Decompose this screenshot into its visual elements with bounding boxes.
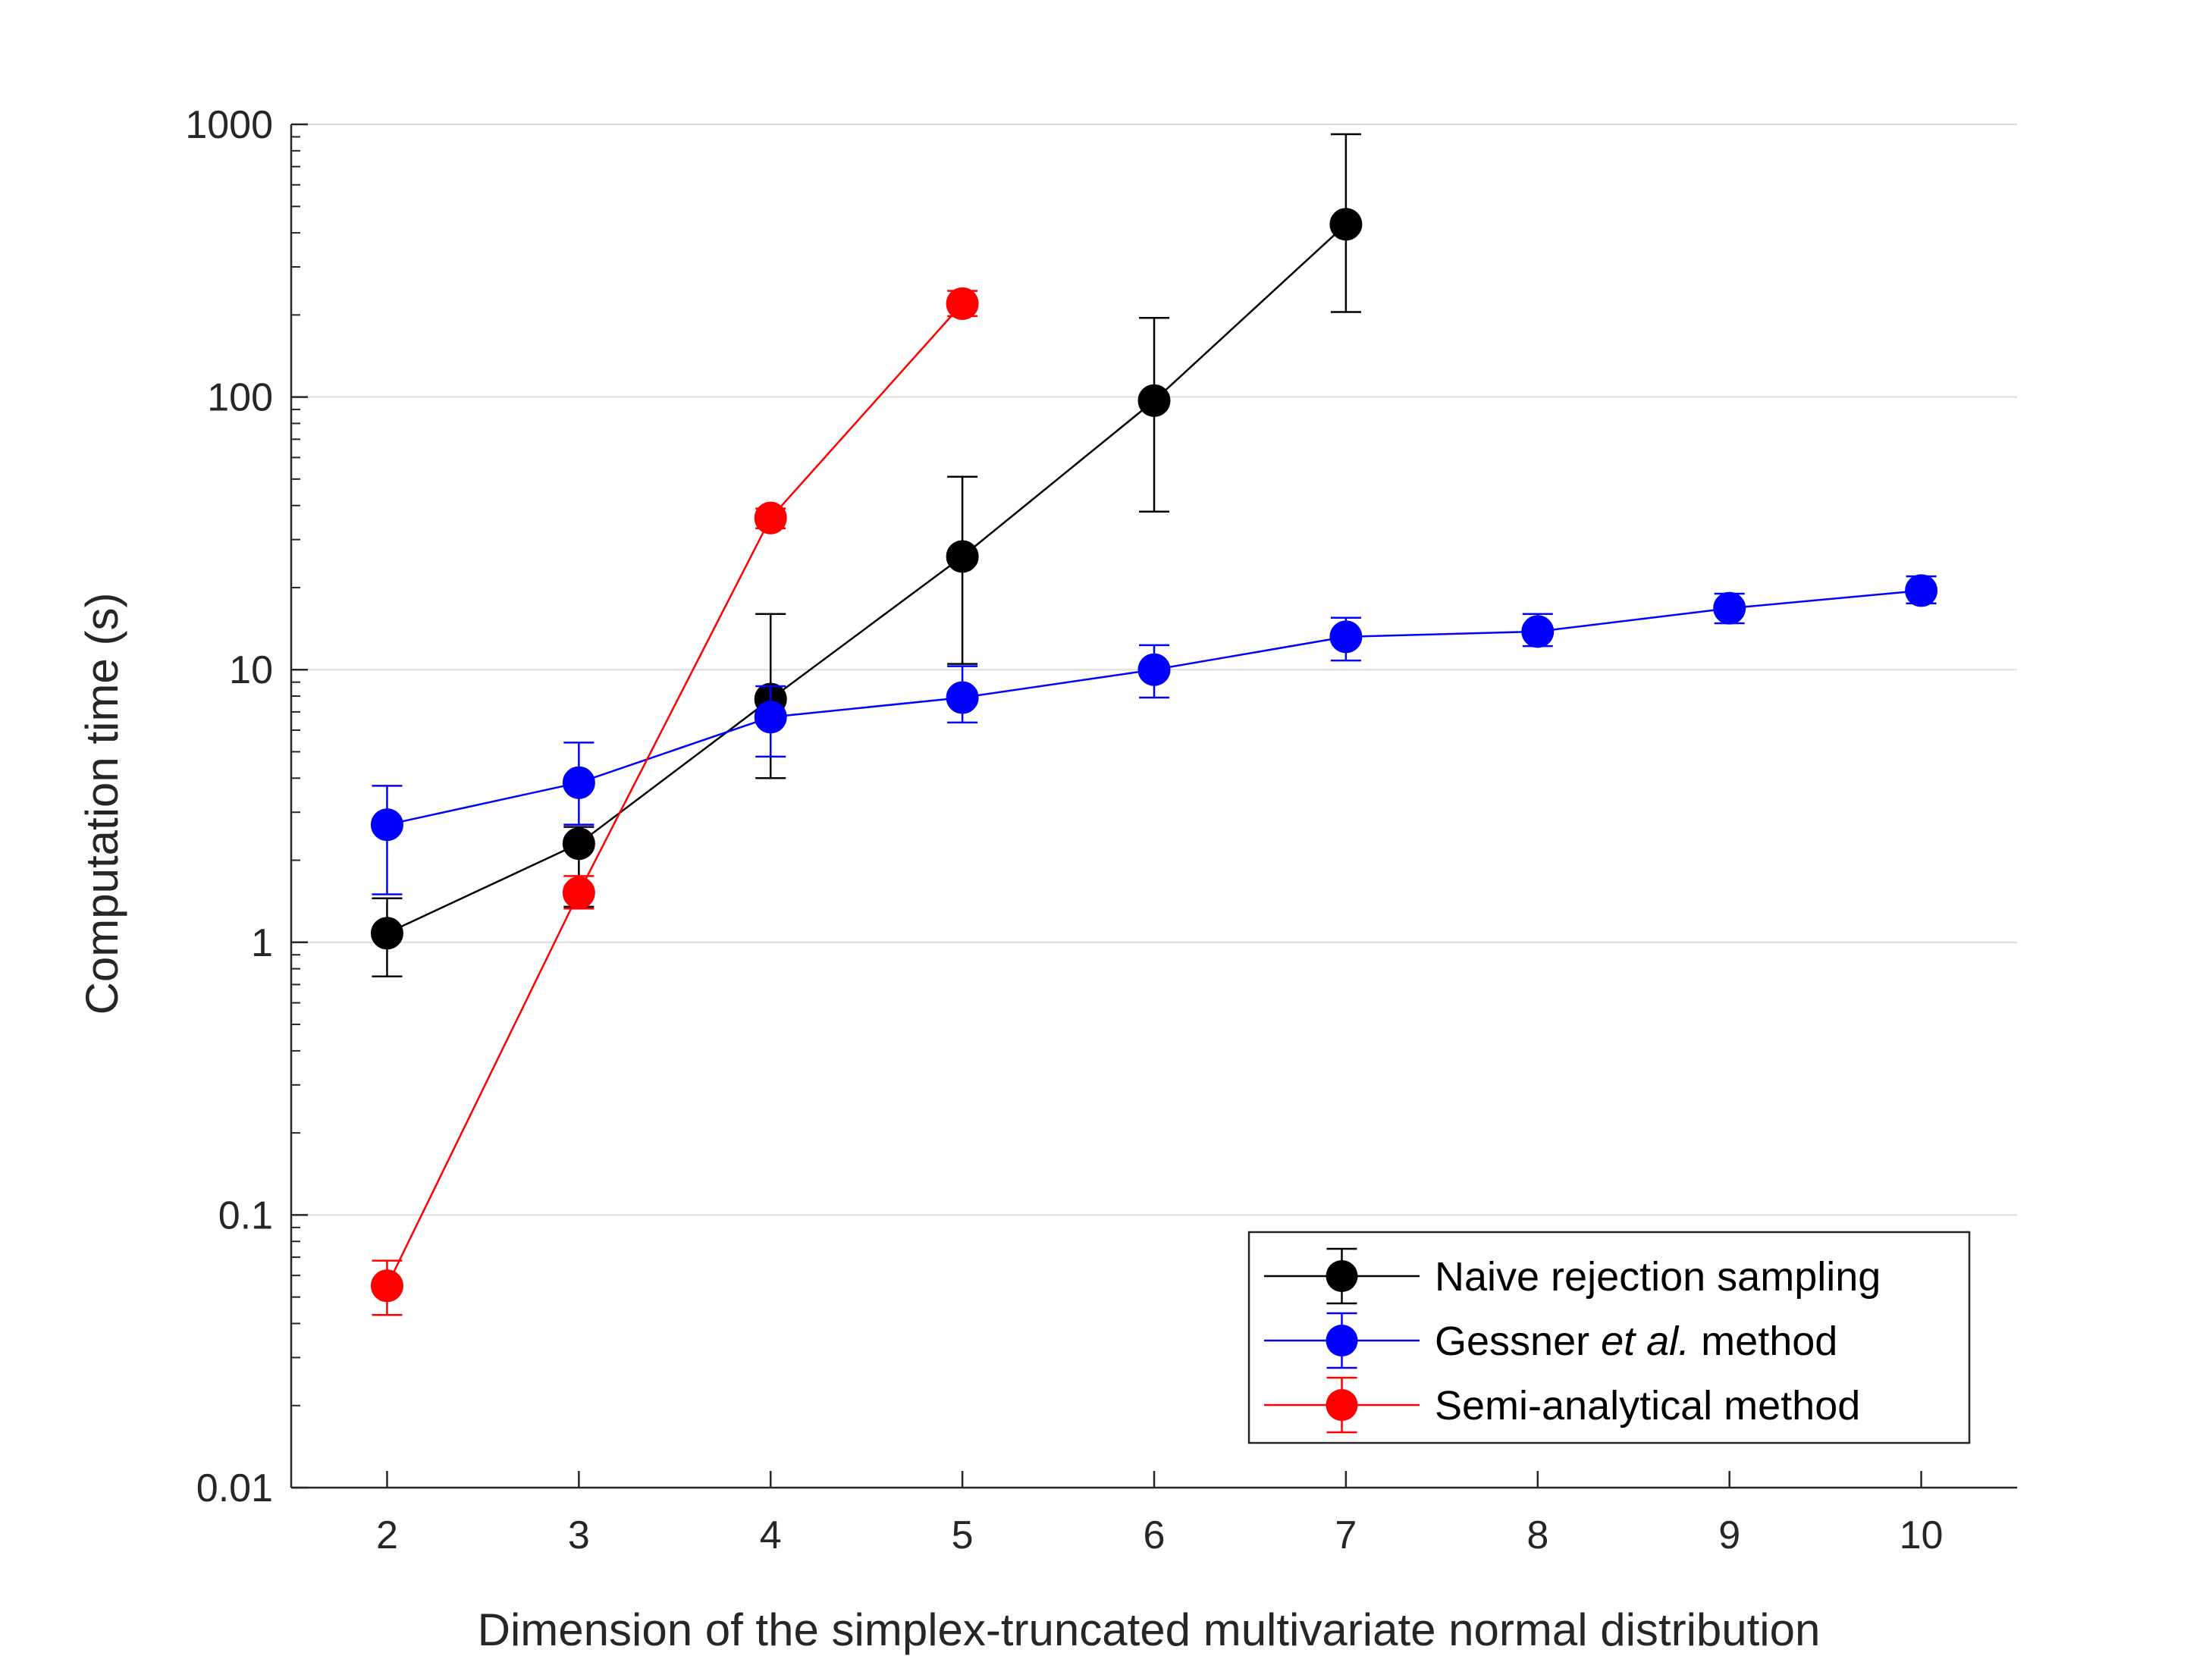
legend-marker: [1326, 1260, 1358, 1292]
legend-entry-2: Gessner et al. method: [1264, 1312, 1837, 1369]
data-point: [1713, 591, 1746, 625]
data-point: [946, 540, 979, 573]
legend-label: Semi-analytical method: [1435, 1383, 1860, 1428]
data-point: [1329, 620, 1363, 654]
data-point: [370, 917, 403, 950]
legend-entry-3: Semi-analytical method: [1264, 1376, 1860, 1434]
x-axis-label: Dimension of the simplex-truncated multi…: [478, 1604, 1821, 1655]
data-point: [1137, 384, 1171, 417]
data-point: [1137, 653, 1171, 686]
x-tick-label: 7: [1335, 1513, 1357, 1557]
data-point: [562, 876, 595, 909]
data-point: [562, 827, 595, 861]
y-axis-label: Computation time (s): [77, 593, 127, 1015]
x-tick-label: 4: [760, 1513, 782, 1557]
data-point: [754, 501, 787, 535]
data-point: [754, 701, 787, 734]
data-point: [1905, 574, 1938, 607]
y-tick-label: 10: [229, 648, 273, 692]
legend-box: [1247, 1231, 1971, 1444]
legend: Naive rejection sampling Gessner et al. m…: [1247, 1231, 1971, 1444]
axes: [290, 123, 2017, 1489]
legend-label: Gessner et al. method: [1435, 1319, 1837, 1364]
data-point: [562, 766, 595, 799]
data-point: [1329, 208, 1363, 241]
y-tick-label: 1000: [185, 103, 273, 147]
legend-label: Naive rejection sampling: [1435, 1254, 1881, 1300]
data-point: [1521, 615, 1555, 648]
series-3: [370, 287, 979, 1316]
series-line: [386, 223, 1347, 934]
y-tick-label: 1: [251, 921, 273, 965]
series-layer: [370, 133, 1938, 1316]
x-tick-label: 8: [1526, 1513, 1548, 1557]
legend-marker: [1326, 1325, 1358, 1356]
y-tick-label: 0.01: [196, 1466, 273, 1510]
y-tick-label: 100: [207, 376, 273, 420]
x-tick-label: 10: [1900, 1513, 1944, 1557]
series-line: [386, 303, 964, 1287]
x-tick-label: 2: [376, 1513, 398, 1557]
tick-labels: 0.01 0.1 1 10 100 1000 2 3 4 5 6 7 8 9 10: [185, 103, 1943, 1557]
series-2: [370, 574, 1938, 895]
data-point: [946, 287, 979, 320]
x-tick-label: 5: [952, 1513, 974, 1557]
x-tick-label: 9: [1718, 1513, 1740, 1557]
y-tick-label: 0.1: [218, 1193, 273, 1237]
data-point: [370, 1269, 403, 1303]
data-point: [370, 808, 403, 842]
legend-entry-1: Naive rejection sampling: [1264, 1247, 1881, 1305]
data-point: [946, 681, 979, 714]
x-tick-label: 3: [568, 1513, 590, 1557]
legend-marker: [1326, 1389, 1358, 1421]
x-tick-label: 6: [1144, 1513, 1166, 1557]
